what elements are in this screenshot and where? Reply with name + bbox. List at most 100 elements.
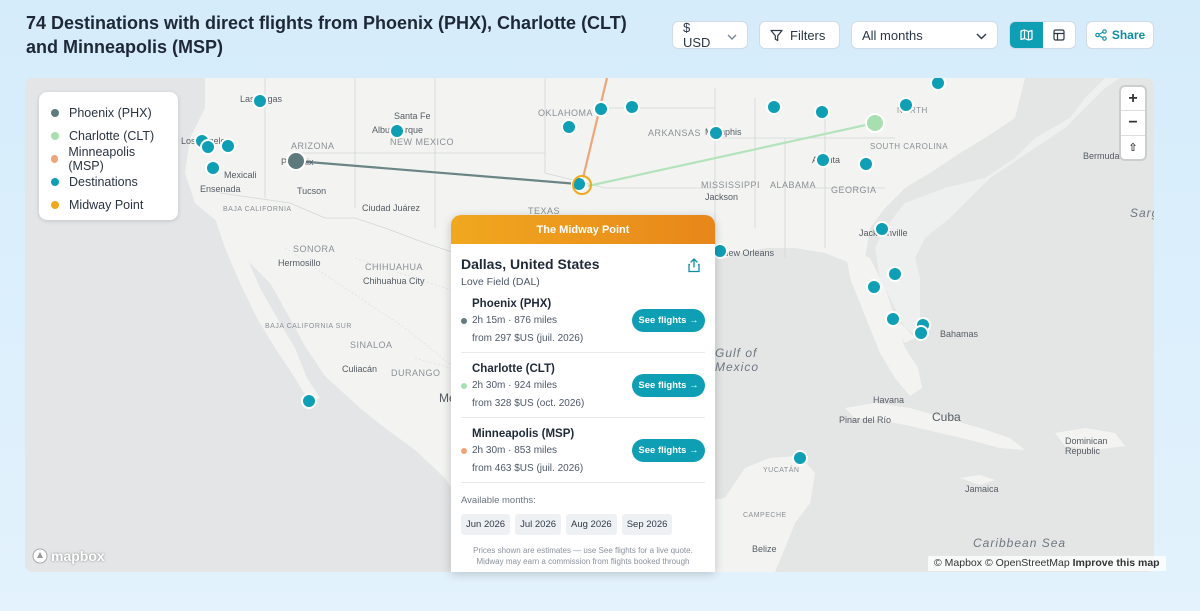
map-label-bahamas: Bahamas: [940, 329, 979, 339]
map-label-alabama: ALABAMA: [770, 180, 817, 190]
map-label-new-mexico: NEW MEXICO: [390, 137, 455, 147]
destination-marker[interactable]: [301, 393, 317, 409]
destination-marker[interactable]: [593, 101, 609, 117]
filters-button[interactable]: Filters: [759, 21, 840, 49]
map-label-ensenada: Ensenada: [200, 184, 241, 194]
midway-popup: The Midway Point Dallas, United States L…: [451, 215, 715, 572]
month-chip[interactable]: Aug 2026: [566, 514, 617, 535]
map-label-jackson: Jackson: [705, 192, 739, 202]
map-label-chihuahua: CHIHUAHUA: [365, 262, 424, 272]
route-dot: [461, 318, 467, 324]
mapbox-logo[interactable]: mapbox: [32, 548, 105, 564]
see-flights-button[interactable]: See flights →: [632, 374, 705, 397]
map-label-campeche: CAMPECHE: [743, 512, 787, 519]
legend-dot: [51, 108, 59, 117]
see-flights-button[interactable]: See flights →: [632, 309, 705, 332]
price-disclaimer: Prices shown are estimates — use See fli…: [473, 546, 693, 566]
route-meta: 2h 30m · 924 miles: [461, 380, 705, 391]
destination-marker[interactable]: [200, 139, 216, 155]
route-dot: [461, 448, 467, 454]
route-origin: Charlotte (CLT): [472, 363, 555, 375]
map-view-button[interactable]: [1010, 22, 1043, 48]
legend-item-destinations: Destinations: [51, 170, 166, 193]
map-label-havana: Havana: [873, 395, 905, 405]
route-card-phoenix: Phoenix (PHX) 2h 15m · 876 miles from 29…: [461, 288, 705, 353]
legend-item-midway-point: Midway Point: [51, 193, 166, 216]
see-flights-button[interactable]: See flights →: [632, 439, 705, 462]
share-button[interactable]: Share: [1086, 21, 1154, 49]
map-label-pinar-del-rio: Pinar del Río: [839, 415, 892, 425]
month-chip[interactable]: Jun 2026: [461, 514, 511, 535]
destination-marker[interactable]: [712, 243, 728, 259]
destination-marker[interactable]: [913, 325, 929, 341]
map-label-belize: Belize: [752, 544, 777, 554]
destination-marker[interactable]: [930, 78, 946, 91]
month-chips: Jun 2026 Jul 2026 Aug 2026 Sep 2026: [461, 514, 705, 535]
month-chip[interactable]: Jul 2026: [515, 514, 562, 535]
currency-select[interactable]: $ USD: [672, 20, 748, 50]
zoom-out-button[interactable]: −: [1121, 111, 1145, 136]
map-label-durango: DURANGO: [391, 368, 441, 378]
chevron-down-icon: [976, 28, 987, 43]
destination-marker[interactable]: [624, 99, 640, 115]
destination-marker[interactable]: [220, 138, 236, 154]
map-label-arkansas: ARKANSAS: [648, 128, 702, 138]
legend-dot: [51, 200, 59, 209]
map-label-south-carolina: SOUTH CAROLINA: [870, 142, 949, 151]
improve-map-link[interactable]: Improve this map: [1072, 557, 1160, 569]
reset-bearing-button[interactable]: ⇧: [1128, 141, 1138, 154]
table-view-button[interactable]: [1043, 22, 1076, 48]
zoom-in-button[interactable]: +: [1121, 87, 1145, 112]
mapbox-attribution-link[interactable]: © Mapbox: [934, 557, 983, 569]
destination-marker[interactable]: [766, 99, 782, 115]
month-chip[interactable]: Sep 2026: [621, 514, 673, 535]
map-label-hermosillo: Hermosillo: [278, 258, 321, 268]
route-meta: 2h 15m · 876 miles: [461, 315, 705, 326]
route-price: from 297 $US (juil. 2026): [472, 333, 584, 344]
map-label-baja-california: BAJA CALIFORNIA: [223, 206, 292, 213]
mapbox-logo-icon: [32, 548, 48, 564]
map-label-caribbean-sea: Caribbean Sea: [973, 536, 1067, 550]
origin-marker-charlotte[interactable]: [865, 113, 885, 133]
destination-marker[interactable]: [252, 93, 268, 109]
osm-attribution-link[interactable]: © OpenStreetMap: [984, 557, 1070, 569]
filters-label: Filters: [790, 27, 826, 43]
map-label-jamaica: Jamaica: [965, 484, 999, 494]
destination-marker[interactable]: [887, 266, 903, 282]
map-label-culiacan: Culiacán: [342, 364, 378, 374]
destination-marker[interactable]: [792, 450, 808, 466]
destination-marker[interactable]: [708, 125, 724, 141]
midway-point-marker[interactable]: [572, 175, 592, 195]
destination-marker[interactable]: [898, 97, 914, 113]
share-icon[interactable]: [687, 258, 701, 278]
map-label-gulf-of-mexico: Gulf of Mexico: [715, 346, 760, 374]
destination-marker[interactable]: [815, 152, 831, 168]
destination-marker[interactable]: [205, 160, 221, 176]
map-icon: [1020, 29, 1033, 41]
currency-label: $ USD: [683, 20, 711, 50]
origin-marker-phoenix[interactable]: [286, 151, 306, 171]
map-label-dominican-republic: Dominican Republic: [1065, 436, 1108, 456]
map-label-cuba: Cuba: [932, 410, 961, 424]
destination-marker[interactable]: [389, 123, 405, 139]
legend-item-minneapolis: Minneapolis (MSP): [51, 145, 166, 173]
legend-dot: [51, 154, 59, 163]
map-label-sinaloa: SINALOA: [350, 340, 393, 350]
chevron-down-icon: [727, 28, 737, 43]
map-attribution: © Mapbox © OpenStreetMap Improve this ma…: [928, 556, 1166, 571]
destination-marker[interactable]: [814, 104, 830, 120]
destination-marker[interactable]: [858, 156, 874, 172]
map-label-ciudad-juarez: Ciudad Juárez: [362, 203, 421, 213]
route-origin: Minneapolis (MSP): [472, 428, 575, 440]
map-label-yucatan: YUCATÁN: [763, 467, 800, 474]
map-label-mississippi: MISSISSIPPI: [701, 180, 761, 190]
map-label-texas: TEXAS: [528, 206, 561, 216]
destination-marker[interactable]: [866, 279, 882, 295]
months-select[interactable]: All months: [851, 21, 998, 49]
map-label-arizona: ARIZONA: [291, 141, 335, 151]
destination-marker[interactable]: [885, 311, 901, 327]
legend-dot: [51, 177, 59, 186]
destination-marker[interactable]: [874, 221, 890, 237]
popup-airport: Love Field (DAL): [461, 276, 540, 288]
destination-marker[interactable]: [561, 119, 577, 135]
